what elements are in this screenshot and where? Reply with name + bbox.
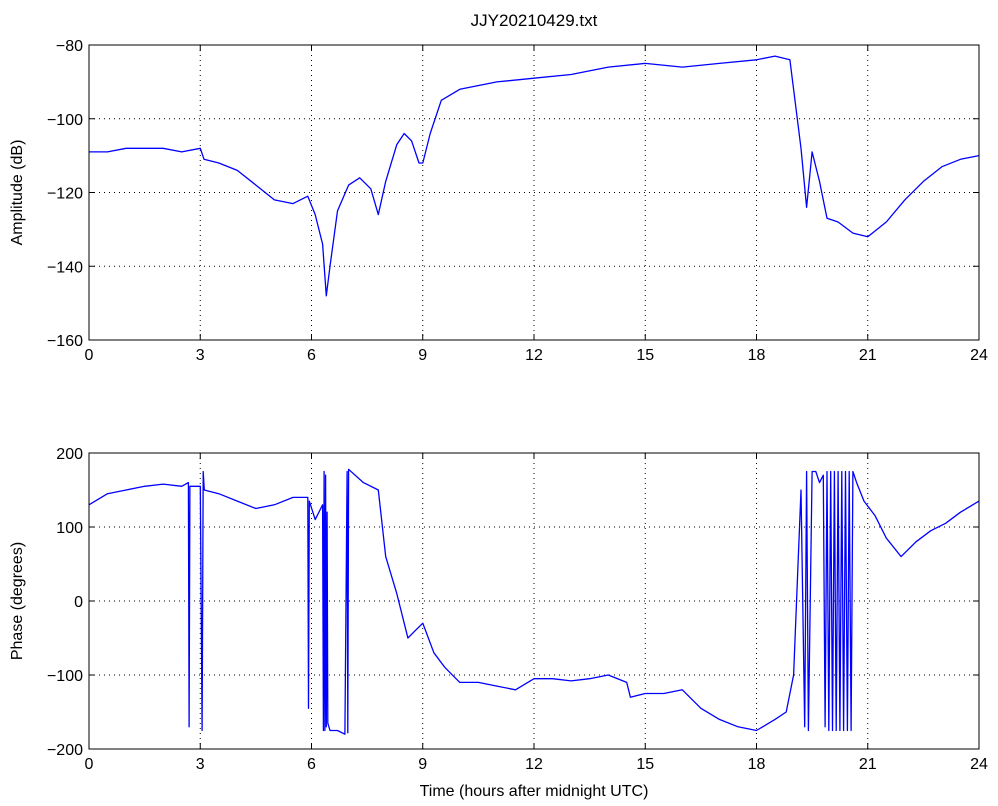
phase-ytick-label: −200 — [47, 742, 83, 759]
amplitude-ytick-label: −160 — [47, 333, 83, 350]
phase-xtick-label: 3 — [196, 756, 205, 773]
phase-xtick-label: 12 — [525, 756, 543, 773]
phase-xtick-label: 15 — [636, 756, 654, 773]
phase-xtick-label: 6 — [307, 756, 316, 773]
phase-xtick-label: 18 — [748, 756, 766, 773]
phase-xlabel: Time (hours after midnight UTC) — [420, 783, 649, 800]
amplitude-xtick-label: 15 — [636, 347, 654, 364]
amplitude-xtick-label: 6 — [307, 347, 316, 364]
phase-series-line — [88, 468, 980, 735]
amplitude-panel: 0 3 6 9 12 15 18 21 24 −160 −140 −120 −100 −80 Amplitu… — [9, 38, 988, 364]
phase-xtick-label: 21 — [859, 756, 877, 773]
phase-ytick-label: 0 — [74, 594, 83, 611]
amplitude-ytick-label: −80 — [56, 38, 83, 55]
phase-ytick-label: 100 — [56, 520, 83, 537]
amplitude-series-line — [89, 55, 980, 297]
amplitude-ytick-label: −100 — [47, 112, 83, 129]
amplitude-xtick-label: 0 — [85, 347, 94, 364]
amplitude-ylabel: Amplitude (dB) — [9, 140, 26, 246]
amplitude-xtick-label: 3 — [196, 347, 205, 364]
phase-ytick-label: −100 — [47, 668, 83, 685]
amplitude-xtick-label: 24 — [970, 347, 988, 364]
phase-panel: 0 3 6 9 12 15 18 21 24 −200 −100 0 100 200 Phase (degr… — [9, 446, 988, 800]
phase-xtick-label: 9 — [418, 756, 427, 773]
phase-xtick-label: 24 — [970, 756, 988, 773]
phase-ytick-label: 200 — [56, 446, 83, 463]
figure-title: JJY20210429.txt — [471, 11, 598, 30]
amplitude-ytick-label: −140 — [47, 259, 83, 276]
amplitude-xtick-label: 18 — [748, 347, 766, 364]
phase-xtick-label: 0 — [85, 756, 94, 773]
amplitude-xtick-label: 21 — [859, 347, 877, 364]
amplitude-ytick-label: −120 — [47, 186, 83, 203]
amplitude-xtick-label: 9 — [418, 347, 427, 364]
phase-ylabel: Phase (degrees) — [9, 542, 26, 660]
amplitude-xtick-label: 12 — [525, 347, 543, 364]
